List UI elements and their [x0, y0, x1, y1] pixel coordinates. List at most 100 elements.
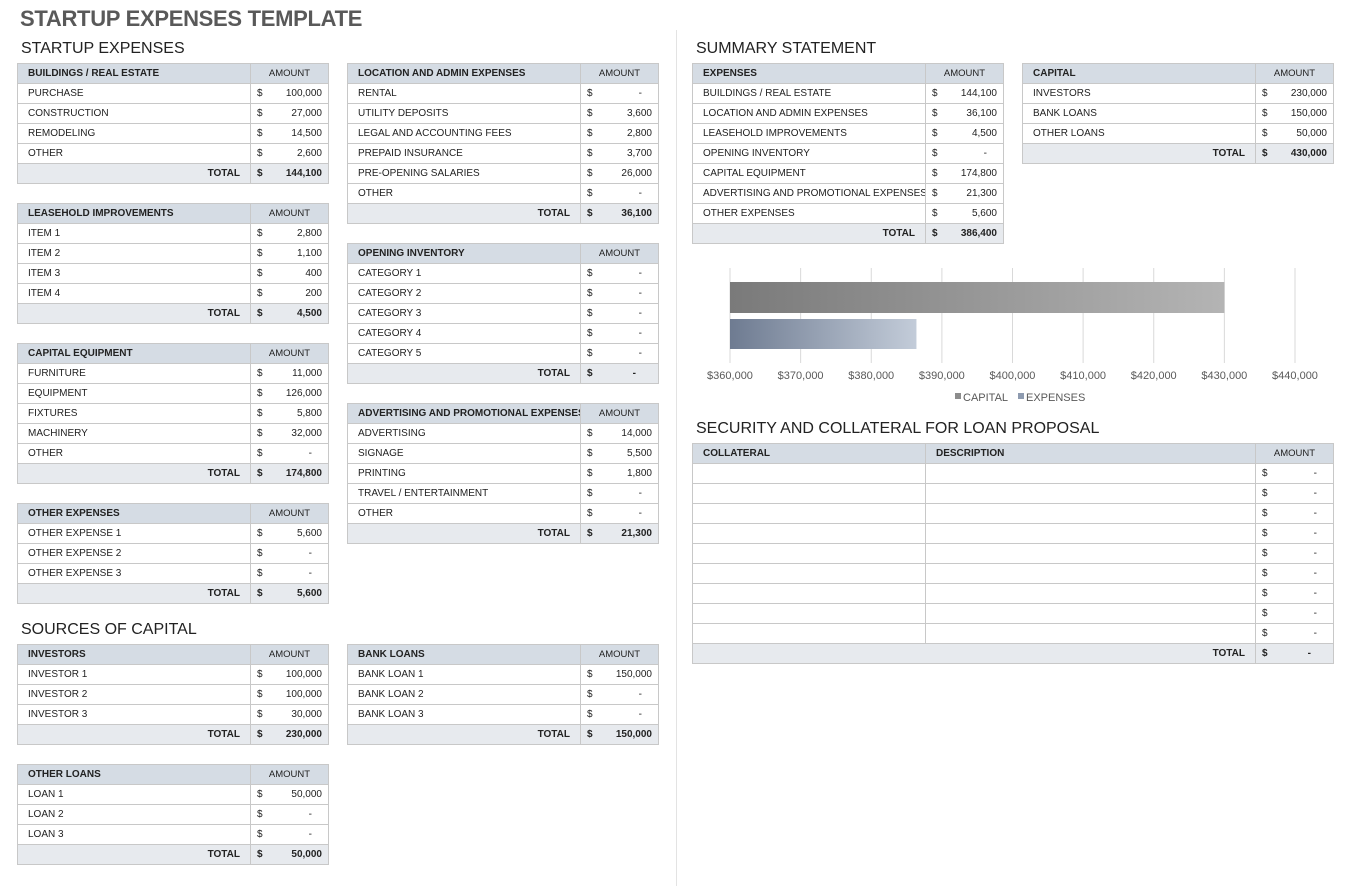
amount-cell[interactable]: $ -: [1255, 603, 1334, 624]
amount-cell[interactable]: $ -: [1255, 623, 1334, 644]
collateral-cell[interactable]: [692, 523, 926, 544]
row-amount-cell[interactable]: $1,100: [250, 243, 329, 264]
table-row: CATEGORY 1 $ -: [347, 263, 659, 284]
row-amount-cell[interactable]: $150,000: [580, 664, 659, 685]
table-row: OTHER $ -: [17, 443, 329, 464]
description-cell[interactable]: [925, 603, 1256, 624]
description-cell[interactable]: [925, 623, 1256, 644]
row-amount-cell[interactable]: $30,000: [250, 704, 329, 725]
row-amount-cell[interactable]: $11,000: [250, 363, 329, 384]
row-amount-cell[interactable]: $126,000: [250, 383, 329, 404]
table-row: OTHER EXPENSES $5,600: [692, 203, 1004, 224]
collateral-cell[interactable]: [692, 623, 926, 644]
currency-symbol: $: [1262, 628, 1268, 639]
row-amount-cell[interactable]: $26,000: [580, 163, 659, 184]
row-amount-cell[interactable]: $100,000: [250, 83, 329, 104]
total-amount-cell: $230,000: [250, 724, 329, 745]
row-amount-cell[interactable]: $5,800: [250, 403, 329, 424]
row-amount-cell[interactable]: $200: [250, 283, 329, 304]
description-cell[interactable]: [925, 523, 1256, 544]
currency-symbol: $: [587, 108, 593, 119]
amount-cell[interactable]: $ -: [1255, 503, 1334, 524]
row-amount-cell[interactable]: $32,000: [250, 423, 329, 444]
row-amount-cell[interactable]: $ -: [580, 483, 659, 504]
description-cell[interactable]: [925, 563, 1256, 584]
table-header: OPENING INVENTORY AMOUNT: [347, 243, 659, 264]
collateral-cell[interactable]: [692, 583, 926, 604]
collateral-cell[interactable]: [692, 463, 926, 484]
row-amount-cell[interactable]: $100,000: [250, 684, 329, 705]
divider: [676, 30, 677, 886]
row-amount-cell[interactable]: $2,600: [250, 143, 329, 164]
row-amount-cell[interactable]: $ -: [250, 543, 329, 564]
row-amount-cell[interactable]: $ -: [580, 503, 659, 524]
row-amount-cell[interactable]: $ -: [580, 263, 659, 284]
table-heading: BUILDINGS / REAL ESTATE: [17, 63, 251, 84]
location-admin-table: LOCATION AND ADMIN EXPENSES AMOUNT RENTAL $…: [347, 63, 659, 224]
row-amount-cell[interactable]: $5,500: [580, 443, 659, 464]
currency-symbol: $: [587, 669, 593, 680]
collateral-cell[interactable]: [692, 543, 926, 564]
collateral-cell[interactable]: [692, 563, 926, 584]
amount-cell[interactable]: $ -: [1255, 583, 1334, 604]
amount-cell[interactable]: $ -: [1255, 483, 1334, 504]
row-amount-cell[interactable]: $5,600: [250, 523, 329, 544]
row-amount-cell[interactable]: $14,500: [250, 123, 329, 144]
row-amount-cell[interactable]: $ -: [580, 183, 659, 204]
amount-cell[interactable]: $ -: [1255, 563, 1334, 584]
row-amount-cell[interactable]: $ -: [580, 283, 659, 304]
description-cell[interactable]: [925, 543, 1256, 564]
row-amount-cell[interactable]: $3,600: [580, 103, 659, 124]
row-label: LOAN 3: [17, 824, 251, 845]
row-amount-cell[interactable]: $4,500: [925, 123, 1004, 144]
total-label: TOTAL: [17, 463, 251, 484]
row-amount-cell[interactable]: $144,100: [925, 83, 1004, 104]
row-amount-cell[interactable]: $2,800: [580, 123, 659, 144]
row-label: INVESTOR 3: [17, 704, 251, 725]
description-cell[interactable]: [925, 503, 1256, 524]
row-amount-cell[interactable]: $50,000: [250, 784, 329, 805]
row-amount: 30,000: [291, 709, 322, 720]
row-amount-cell[interactable]: $50,000: [1255, 123, 1334, 144]
total-amount-cell: $21,300: [580, 523, 659, 544]
row-amount-cell[interactable]: $ -: [250, 563, 329, 584]
row-label: OTHER EXPENSE 1: [17, 523, 251, 544]
description-cell[interactable]: [925, 463, 1256, 484]
row-amount-cell[interactable]: $27,000: [250, 103, 329, 124]
row-amount-cell[interactable]: $400: [250, 263, 329, 284]
amount-cell[interactable]: $ -: [1255, 543, 1334, 564]
row-amount-cell[interactable]: $ -: [580, 303, 659, 324]
collateral-cell[interactable]: [692, 503, 926, 524]
collateral-cell[interactable]: [692, 603, 926, 624]
row-amount-cell[interactable]: $21,300: [925, 183, 1004, 204]
currency-symbol: $: [587, 268, 593, 279]
row-amount-cell[interactable]: $174,800: [925, 163, 1004, 184]
row-amount-cell[interactable]: $3,700: [580, 143, 659, 164]
amount-cell[interactable]: $ -: [1255, 523, 1334, 544]
row-amount-cell[interactable]: $ -: [580, 704, 659, 725]
row-amount-cell[interactable]: $230,000: [1255, 83, 1334, 104]
row-amount-cell[interactable]: $150,000: [1255, 103, 1334, 124]
table-row: LEASEHOLD IMPROVEMENTS $4,500: [692, 123, 1004, 144]
description-cell[interactable]: [925, 483, 1256, 504]
row-amount-cell[interactable]: $ -: [250, 804, 329, 825]
currency-symbol: $: [257, 268, 263, 279]
collateral-cell[interactable]: [692, 483, 926, 504]
row-amount-cell[interactable]: $ -: [580, 684, 659, 705]
row-amount-cell[interactable]: $36,100: [925, 103, 1004, 124]
currency-symbol: $: [587, 168, 593, 179]
row-amount-cell[interactable]: $14,000: [580, 423, 659, 444]
row-amount-cell[interactable]: $2,800: [250, 223, 329, 244]
row-amount-cell[interactable]: $ -: [580, 323, 659, 344]
amount-cell[interactable]: $ -: [1255, 463, 1334, 484]
row-amount-cell[interactable]: $ -: [580, 343, 659, 364]
row-amount-cell[interactable]: $100,000: [250, 664, 329, 685]
row-amount-cell[interactable]: $ -: [250, 443, 329, 464]
row-amount-cell[interactable]: $5,600: [925, 203, 1004, 224]
row-amount-cell[interactable]: $ -: [250, 824, 329, 845]
row-amount-cell[interactable]: $ -: [580, 83, 659, 104]
description-cell[interactable]: [925, 583, 1256, 604]
table-row: $ -: [692, 583, 1334, 604]
row-amount-cell[interactable]: $1,800: [580, 463, 659, 484]
row-amount-cell[interactable]: $ -: [925, 143, 1004, 164]
